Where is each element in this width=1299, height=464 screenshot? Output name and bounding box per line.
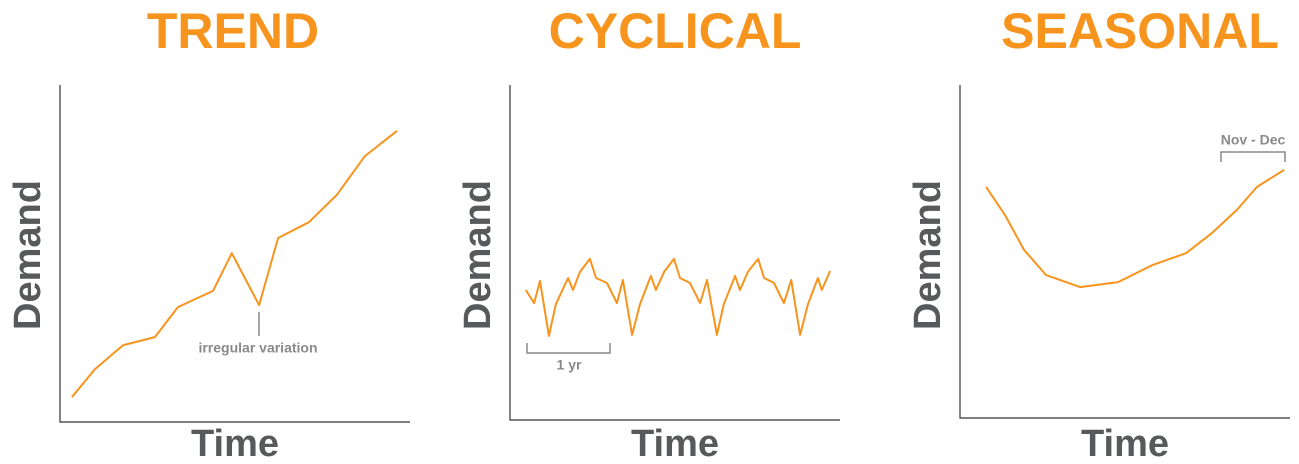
chart-title: SEASONAL: [1001, 3, 1279, 59]
annotation: irregular variation: [198, 340, 317, 356]
annotation: 1 yr: [557, 357, 582, 373]
chart-title: TREND: [147, 3, 319, 59]
x-axis-label: Time: [191, 423, 279, 464]
data-line: [71, 130, 398, 398]
annotation-marker: [526, 343, 611, 354]
axes: [59, 85, 410, 423]
data-line: [985, 169, 1285, 289]
y-axis-label: Demand: [457, 180, 499, 330]
x-axis-label: Time: [1081, 423, 1169, 464]
y-axis-label: Demand: [907, 180, 949, 330]
data-line: [524, 257, 832, 337]
chart-title: CYCLICAL: [549, 3, 802, 59]
y-axis-label: Demand: [7, 180, 49, 330]
x-axis-label: Time: [631, 423, 719, 464]
annotation-marker: [1220, 151, 1286, 162]
axes: [509, 85, 840, 421]
axes: [959, 85, 1290, 419]
annotation: Nov - Dec: [1221, 132, 1286, 148]
